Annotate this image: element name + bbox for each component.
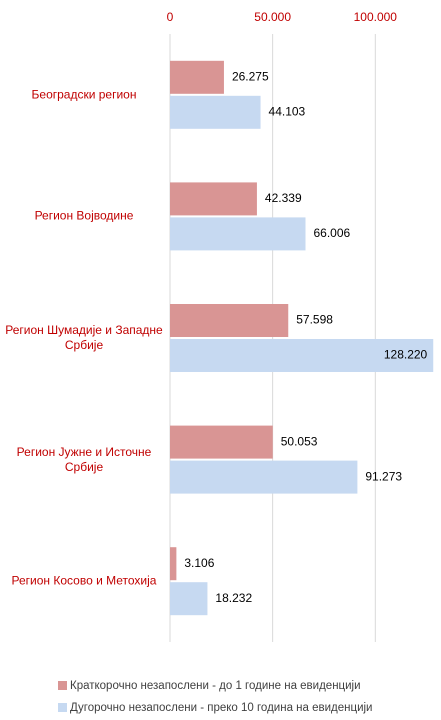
value-label: 91.273 xyxy=(365,469,402,483)
category-label: Београдски регион xyxy=(31,87,137,102)
bar xyxy=(170,339,434,372)
value-label: 26.275 xyxy=(232,69,269,83)
value-label: 44.103 xyxy=(269,104,306,118)
category-label: Регион Војводине xyxy=(34,208,134,223)
value-label: 3.106 xyxy=(184,556,214,570)
bar xyxy=(170,304,289,337)
category-label: Регион Косово и Метохија xyxy=(11,573,157,588)
bar xyxy=(170,425,273,459)
bar xyxy=(170,547,177,581)
bar xyxy=(170,95,261,129)
value-label: 18.232 xyxy=(215,591,252,605)
value-label: 128.220 xyxy=(384,348,428,362)
bar xyxy=(170,582,208,616)
legend-swatch xyxy=(58,681,67,690)
x-tick-label: 50.000 xyxy=(254,10,291,24)
value-label: 66.006 xyxy=(314,226,351,240)
bar xyxy=(170,217,306,251)
bar xyxy=(170,460,358,494)
value-label: 57.598 xyxy=(296,313,333,327)
bar xyxy=(170,182,257,216)
category-label: Регион Шумадије и Западне Србије xyxy=(5,323,163,352)
legend-swatch xyxy=(58,703,67,712)
x-tick-label: 0 xyxy=(167,10,174,24)
x-tick-label: 100.000 xyxy=(354,10,398,24)
value-label: 42.339 xyxy=(265,191,302,205)
category-label: Регион Јужне и Источне Србије xyxy=(16,444,152,474)
legend-label: Краткорочно незапослени - до 1 године на… xyxy=(70,680,361,692)
value-label: 50.053 xyxy=(281,434,318,448)
bar xyxy=(170,60,224,94)
legend-label: Дугорочно незапослени - преко 10 година … xyxy=(70,702,372,714)
